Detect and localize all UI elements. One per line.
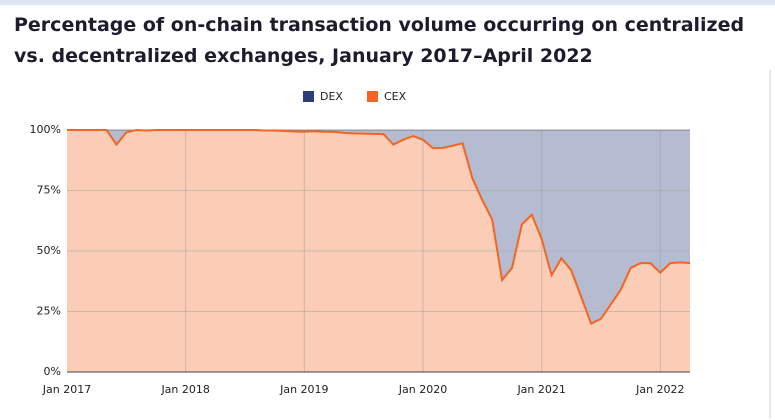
x-tick-label: Jan 2019	[279, 383, 328, 396]
top-bar	[0, 0, 775, 5]
legend-swatch	[366, 91, 378, 102]
line	[67, 128, 691, 325]
x-tick-label: Jan 2022	[635, 383, 684, 396]
y-tick-label: 100%	[30, 123, 61, 136]
chart-title: Percentage of on-chain transaction volum…	[14, 14, 745, 67]
x-tick-label: Jan 2018	[160, 383, 209, 396]
area	[67, 130, 690, 324]
legend-label: CEX	[384, 90, 407, 103]
legend-label: DEX	[320, 90, 343, 103]
x-tick-label: Jan 2021	[516, 383, 565, 396]
y-tick-label: 50%	[37, 244, 61, 257]
y-tick-label: 75%	[37, 184, 61, 197]
x-tick-label: Jan 2020	[398, 383, 447, 396]
x-tick-label: Jan 2017	[42, 383, 91, 396]
y-tick-label: 25%	[37, 305, 61, 318]
y-tick-label: 0%	[44, 365, 61, 378]
legend-swatch	[303, 91, 314, 102]
